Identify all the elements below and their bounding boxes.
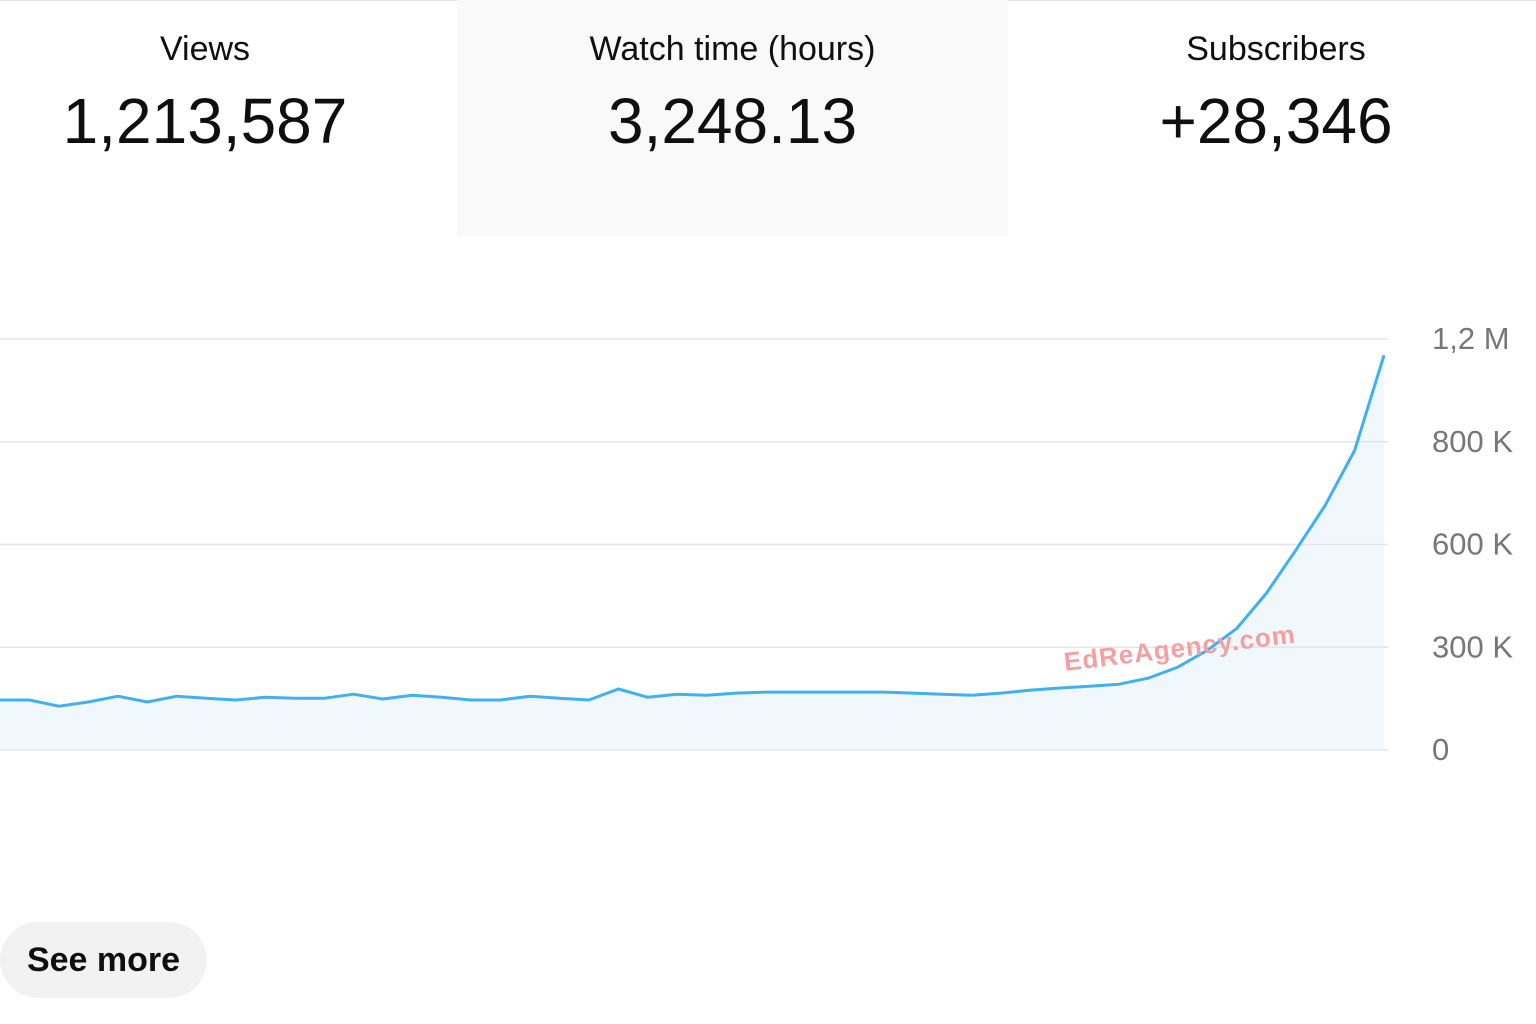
area-fill bbox=[0, 355, 1384, 750]
metric-card[interactable]: Subscribers +28,346 bbox=[1050, 0, 1502, 236]
y-tick-label: 300 K bbox=[1432, 629, 1513, 664]
see-more-button[interactable]: See more bbox=[0, 922, 207, 998]
metric-label: Views bbox=[159, 30, 251, 68]
metric-card[interactable]: Views 1,213,587 bbox=[0, 0, 410, 236]
metric-value: 3,248.13 bbox=[607, 85, 858, 157]
y-tick-label: 1,2 M bbox=[1432, 321, 1510, 356]
metric-label: Subscribers bbox=[1186, 30, 1366, 68]
metric-label: Watch time (hours) bbox=[589, 30, 876, 68]
metric-value: 1,213,587 bbox=[62, 85, 348, 157]
line bbox=[0, 354, 1386, 708]
metric-card[interactable]: Watch time (hours) 3,248.13 bbox=[457, 0, 1008, 236]
metric-value: +28,346 bbox=[1159, 85, 1393, 157]
y-tick-label: 800 K bbox=[1432, 424, 1513, 459]
y-tick-label: 600 K bbox=[1432, 527, 1513, 562]
y-tick-label: 0 bbox=[1432, 732, 1449, 767]
